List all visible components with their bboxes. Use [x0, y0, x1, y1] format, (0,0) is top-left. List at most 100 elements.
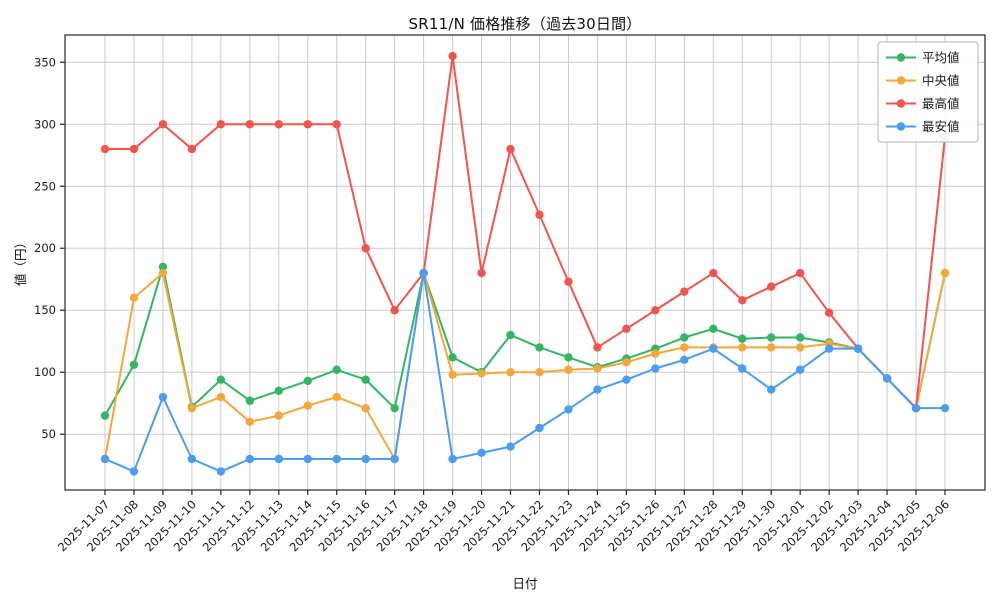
series-point-median	[361, 403, 370, 413]
series-point-average	[795, 333, 805, 342]
series-point-median	[158, 268, 168, 278]
series-point-median	[129, 293, 139, 303]
series-point-average	[535, 343, 544, 352]
series-point-max	[506, 144, 515, 154]
y-tick-label: 250	[34, 179, 56, 193]
series-point-max	[477, 268, 486, 278]
series-point-min	[767, 385, 776, 394]
series-line-min	[104, 272, 945, 473]
series-point-min	[216, 467, 226, 476]
series-point-median	[216, 392, 226, 402]
legend-box	[877, 41, 979, 143]
series-point-min	[709, 344, 718, 353]
series-point-average	[245, 396, 255, 405]
series-point-max	[564, 277, 573, 286]
series-point-max	[651, 306, 660, 315]
legend-label-min: 最安値	[922, 119, 960, 134]
series-point-median	[303, 401, 312, 410]
series-point-max	[187, 144, 197, 154]
series-line-max	[105, 55, 946, 410]
legend-label-average: 平均値	[922, 50, 960, 65]
series-point-median	[680, 343, 689, 352]
legend-label-max: 最高値	[922, 96, 960, 111]
series-point-min	[622, 375, 631, 384]
series-point-median	[940, 268, 950, 278]
series-point-average	[100, 411, 110, 420]
y-tick-label: 50	[41, 427, 56, 441]
series-point-average	[129, 360, 139, 369]
series-point-max	[158, 120, 168, 129]
series-point-average	[303, 376, 312, 386]
series-point-median	[274, 411, 283, 420]
legend-marker-max	[896, 99, 906, 108]
series-point-median	[564, 365, 573, 374]
x-axis-label: 日付	[512, 576, 538, 591]
series-point-min	[535, 423, 544, 433]
series-point-average	[216, 375, 226, 384]
series-point-max	[622, 324, 631, 334]
series-point-median	[593, 364, 602, 373]
series-point-max	[361, 244, 370, 253]
y-tick-label: 100	[34, 365, 56, 379]
series-point-min	[158, 392, 168, 402]
series-point-median	[477, 369, 486, 378]
series-point-min	[332, 454, 341, 464]
series-point-median	[767, 343, 776, 352]
series-point-median	[738, 343, 747, 352]
series-point-min	[274, 454, 283, 464]
series-point-max	[767, 282, 776, 291]
series-point-max	[448, 51, 457, 61]
series-point-max	[332, 120, 341, 129]
y-tick-label: 350	[34, 55, 56, 69]
series-point-max	[738, 296, 747, 305]
series-point-median	[245, 417, 255, 427]
legend-marker-min	[896, 122, 906, 131]
series-point-max	[680, 287, 689, 296]
series-point-median	[187, 403, 197, 413]
series-point-median	[506, 368, 515, 377]
series-point-min	[390, 454, 399, 464]
series-point-average	[361, 375, 370, 384]
series-point-min	[824, 344, 834, 353]
series-point-min	[940, 403, 950, 413]
series-point-average	[274, 386, 283, 396]
series-point-max	[593, 343, 602, 352]
series-point-median	[795, 343, 805, 352]
series-point-min	[419, 268, 428, 278]
series-line-average	[104, 265, 946, 417]
chart-title: SR11/N 価格推移（過去30日間）	[408, 15, 642, 33]
series-point-average	[680, 333, 689, 342]
series-point-median	[622, 358, 631, 367]
series-point-max	[303, 120, 312, 129]
series-point-max	[824, 308, 834, 317]
legend-marker-average	[896, 53, 906, 62]
series-point-median	[651, 349, 660, 358]
series-point-average	[564, 353, 573, 362]
series-point-average	[158, 262, 168, 272]
series-point-average	[448, 353, 457, 362]
series-point-median	[332, 392, 341, 402]
plot-border	[64, 34, 986, 491]
series-point-min	[506, 442, 515, 451]
series-line-median	[104, 272, 946, 461]
series-point-min	[651, 364, 660, 373]
series-point-min	[129, 467, 139, 476]
series-point-min	[911, 403, 921, 413]
series-point-max	[274, 120, 283, 129]
series-point-min	[361, 454, 370, 464]
series-point-min	[448, 454, 457, 464]
series-point-min	[564, 405, 573, 414]
series-point-max	[795, 268, 805, 278]
y-tick-label: 200	[34, 241, 56, 255]
series-point-min	[477, 448, 486, 458]
series-point-min	[853, 344, 863, 353]
series-point-max	[129, 144, 139, 154]
series-point-average	[738, 334, 747, 343]
series-point-max	[535, 210, 544, 219]
series-point-min	[882, 374, 892, 383]
series-point-min	[738, 364, 747, 373]
series-point-median	[535, 368, 544, 377]
series-point-min	[593, 385, 602, 394]
